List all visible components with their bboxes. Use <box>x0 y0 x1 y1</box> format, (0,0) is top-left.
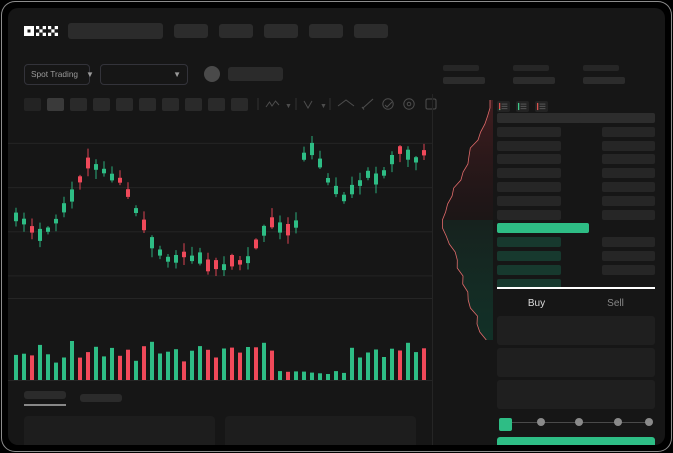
svg-text:▼: ▼ <box>285 103 292 110</box>
svg-text:▼: ▼ <box>320 103 327 110</box>
